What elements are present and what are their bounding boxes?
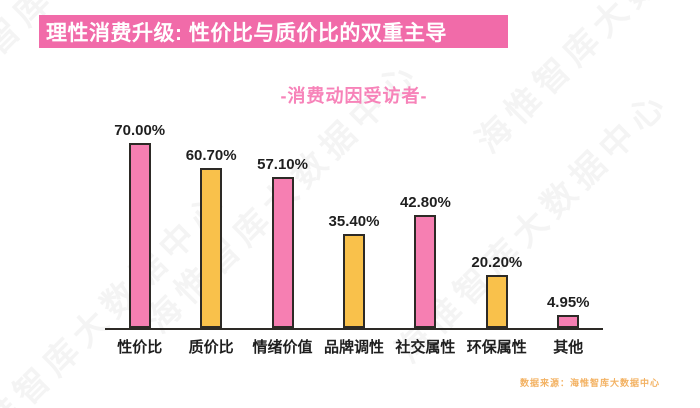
bar-chart: 70.00% 性价比 60.70% 质价比 57.10% 情绪价值 35.40% 品牌调性 42…	[104, 112, 604, 356]
bar-column: 42.80% 社交属性	[390, 112, 461, 356]
bars-container: 70.00% 性价比 60.70% 质价比 57.10% 情绪价值 35.40% 品牌调性 42…	[104, 112, 604, 356]
bar	[342, 234, 365, 328]
bar-value-label: 57.10%	[257, 156, 308, 173]
bar	[414, 215, 437, 328]
bar-column: 57.10% 情绪价值	[247, 112, 318, 356]
bar-category-label: 社交属性	[395, 339, 456, 356]
bar-category-label: 性价比	[117, 339, 163, 356]
bar-category-label: 质价比	[188, 339, 234, 356]
bar-value-label: 60.70%	[185, 147, 237, 164]
bar-value-label: 35.40%	[328, 213, 380, 230]
bar-category-label: 品牌调性	[323, 339, 384, 356]
x-axis-line	[105, 328, 603, 330]
bar	[557, 315, 580, 328]
bar-category-label: 情绪价值	[252, 339, 313, 356]
bar-column: 4.95% 其他	[533, 112, 604, 356]
bar-value-label: 4.95%	[546, 294, 590, 311]
bar	[128, 143, 151, 328]
bar-column: 70.00% 性价比	[104, 112, 175, 356]
bar-column: 20.20% 环保属性	[461, 112, 532, 356]
bar	[485, 275, 508, 328]
bar-value-label: 70.00%	[114, 122, 166, 139]
bar-value-label: 42.80%	[399, 194, 451, 211]
bar-column: 60.70% 质价比	[175, 112, 246, 356]
bar	[271, 177, 294, 328]
bar-category-label: 环保属性	[466, 339, 527, 356]
data-source-note: 数据来源：海惟智库大数据中心	[519, 378, 660, 388]
bar	[200, 168, 223, 328]
bar-category-label: 其他	[553, 339, 584, 356]
chart-title: -消费动因受访者-	[280, 86, 428, 106]
bar-column: 35.40% 品牌调性	[318, 112, 389, 356]
bar-value-label: 20.20%	[471, 254, 523, 271]
page-title-banner: 理性消费升级: 性价比与质价比的双重主导	[39, 15, 508, 48]
page-title: 理性消费升级: 性价比与质价比的双重主导	[46, 21, 447, 45]
